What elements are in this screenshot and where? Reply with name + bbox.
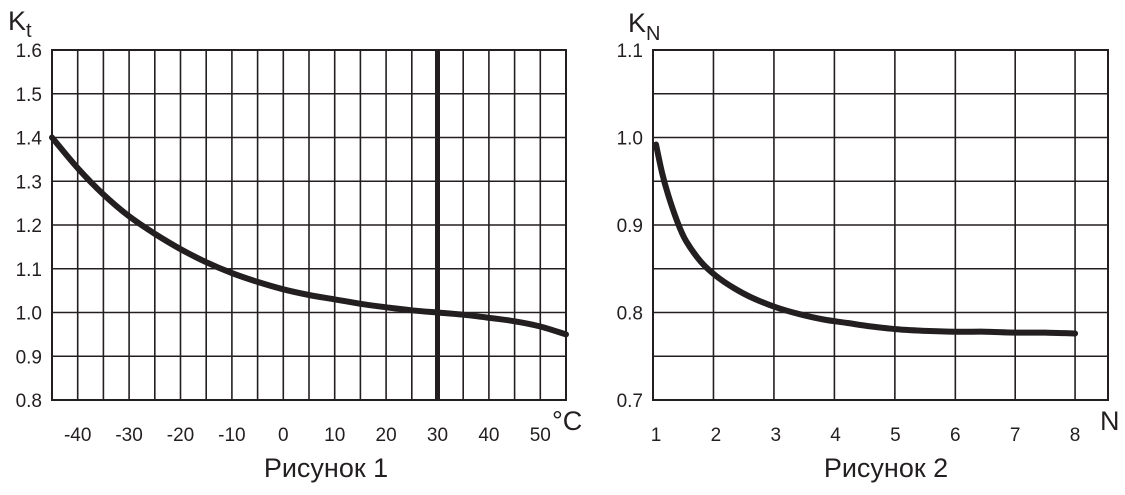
chart-1-x-tick-labels: -40 -30 -20 -10 0 10 20 30 40 50 (64, 425, 551, 446)
chart-1-y-tick-label: 1.4 (16, 129, 43, 150)
chart-1-y-tick-label: 1.1 (16, 260, 42, 281)
chart-1-y-tick-label: 1.0 (16, 304, 42, 325)
chart-1-plot-frame (51, 49, 567, 401)
chart-2-y-tick-label: 1.0 (617, 129, 643, 150)
chart-2-y-tick-label: 0.7 (617, 391, 643, 412)
chart-2-grid (652, 49, 1109, 401)
chart-2-y-tick-labels: 0.7 0.8 0.9 1.0 1.1 (617, 41, 643, 412)
chart-2-caption: Рисунок 2 (824, 453, 948, 483)
chart-1-y-tick-label: 1.2 (16, 216, 42, 237)
chart-1-y-tick-label: 0.9 (16, 347, 42, 368)
chart-1-x-tick-label: -40 (64, 425, 91, 446)
chart-2-x-tick-label: 4 (830, 425, 841, 446)
chart-2-x-tick-label: 1 (651, 425, 662, 446)
chart-1-x-tick-label: -10 (218, 425, 245, 446)
chart-1-y-tick-label: 1.6 (16, 41, 42, 62)
chart-2-x-tick-label: 8 (1070, 425, 1081, 446)
chart-1-y-tick-label: 0.8 (16, 391, 42, 412)
chart-2-y-axis-label: KN (628, 8, 660, 45)
chart-2-x-tick-label: 3 (770, 425, 781, 446)
chart-2-x-tick-label: 2 (711, 425, 722, 446)
chart-1-x-tick-label: -20 (167, 425, 194, 446)
chart-2-y-axis-label-sub: N (646, 23, 660, 45)
chart-2-x-axis-unit: N (1100, 406, 1120, 436)
chart-2-x-tick-label: 7 (1010, 425, 1021, 446)
chart-1-x-tick-label: -30 (115, 425, 142, 446)
chart-2-x-tick-label: 5 (890, 425, 901, 446)
chart-1-y-axis-label-main: K (8, 6, 26, 36)
chart-1-x-tick-label: 30 (427, 425, 448, 446)
chart-1-y-axis-label: Kt (8, 6, 32, 42)
chart-1: 0.8 0.9 1.0 1.1 1.2 1.3 1.4 1.5 1.6 -40 -30 -20 -10… (8, 6, 582, 483)
chart-1-y-axis-label-sub: t (26, 20, 32, 42)
chart-1-x-tick-label: 50 (530, 425, 551, 446)
chart-2-x-tick-labels: 1 2 3 4 5 6 7 8 (651, 425, 1081, 446)
chart-2-x-tick-label: 6 (950, 425, 961, 446)
chart-1-y-tick-labels: 0.8 0.9 1.0 1.1 1.2 1.3 1.4 1.5 1.6 (16, 41, 43, 412)
chart-1-caption: Рисунок 1 (264, 453, 388, 483)
chart-1-grid (51, 49, 567, 401)
chart-1-x-axis-unit: °C (552, 406, 582, 436)
chart-2-y-tick-label: 1.1 (617, 41, 643, 62)
chart-2-y-axis-label-main: K (628, 8, 646, 38)
chart-1-y-tick-label: 1.5 (16, 85, 42, 106)
chart-2-y-tick-label: 0.8 (617, 304, 643, 325)
chart-1-x-tick-label: 10 (324, 425, 345, 446)
chart-1-x-tick-label: 20 (376, 425, 397, 446)
chart-1-series-line (49, 134, 569, 338)
chart-1-y-tick-label: 1.3 (16, 172, 42, 193)
chart-2-plot-frame (652, 49, 1109, 401)
chart-2-y-tick-label: 0.9 (617, 216, 643, 237)
chart-1-x-tick-label: 40 (478, 425, 499, 446)
chart-1-x-tick-label: 0 (278, 425, 289, 446)
chart-2-series-line (653, 141, 1079, 337)
